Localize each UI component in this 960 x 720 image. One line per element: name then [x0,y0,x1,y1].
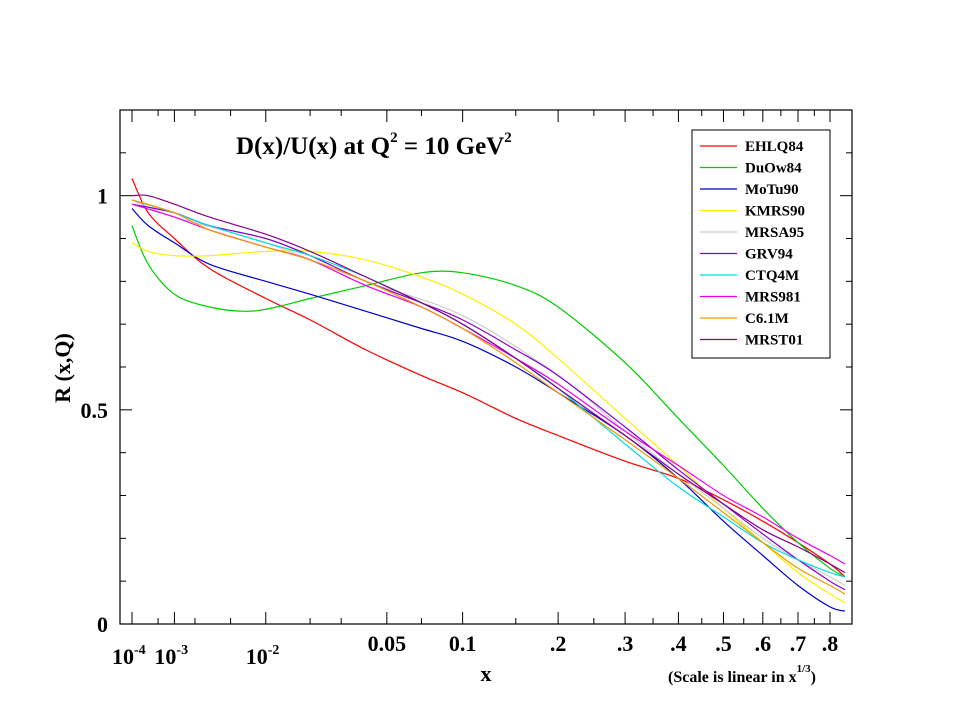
x-tick-label: .2 [550,631,567,656]
legend-label: C6.1M [745,311,789,327]
x-tick-label: .3 [617,631,634,656]
legend-label: DuOw84 [745,161,802,177]
series-lines [131,178,846,612]
y-axis-ticks: 00.51 [81,109,852,637]
y-tick-label: 0 [97,612,108,637]
x-tick-label: .4 [670,631,687,656]
x-tick-label: .8 [822,631,839,656]
y-axis-label: R (x,Q) [50,333,75,403]
legend-label: MRSA95 [745,225,804,241]
legend: EHLQ84 DuOw84 MoTu90 KMRS90 MRSA95 GRV94 CTQ4M… [691,129,831,359]
y-tick-label: 1 [97,184,108,209]
chart-title-mid: = 10 GeV [398,133,505,160]
legend-label: GRV94 [745,247,793,263]
scale-note-sup: 1/3 [797,663,812,675]
series-line-duow84 [131,225,846,578]
legend-label: MoTu90 [745,182,799,198]
chart-title-sup1: 2 [390,130,398,146]
scale-note: (Scale is linear in x1/3) [668,663,816,686]
legend-label: MRS981 [745,290,801,306]
series-line-mrst01 [131,194,846,574]
x-tick-label: .6 [755,631,772,656]
legend-label: CTQ4M [745,268,799,284]
legend-label: MRST01 [745,333,803,349]
chart-title-sup2: 2 [504,130,512,146]
x-tick-label: .7 [790,631,807,656]
series-line-ehlq84 [131,178,846,578]
x-tick-label: 10-3 [154,643,188,669]
series-line-motu90 [131,208,846,612]
legend-label: EHLQ84 [745,139,804,155]
scale-note-end: ) [811,669,816,686]
series-line-c6-1m [131,199,846,595]
x-axis-label: x [481,661,492,686]
x-tick-label: 10-4 [112,643,146,669]
x-tick-label: 0.1 [449,631,477,656]
x-axis-ticks: 10-4 10-3 10-2 0.05 0.1 .2 .3 .4 .5 .6 .7 .8 [112,110,838,669]
legend-label: KMRS90 [745,204,805,220]
y-tick-label: 0.5 [81,398,109,423]
x-tick-label: .5 [715,631,732,656]
scale-note-main: (Scale is linear in x [668,669,797,686]
x-tick-label: 0.05 [368,631,407,656]
chart-title-main: D(x)/U(x) at Q [236,133,390,160]
chart-title: D(x)/U(x) at Q2 = 10 GeV2 [236,130,512,160]
series-line-grv94 [131,203,846,591]
x-tick-label: 10-2 [246,643,280,669]
